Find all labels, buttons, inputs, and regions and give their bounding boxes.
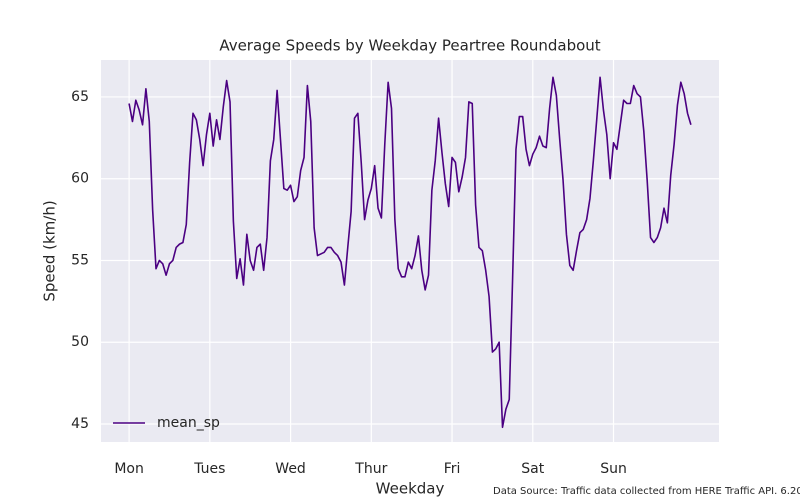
x-tick-label: Sat	[521, 461, 544, 477]
legend-label: mean_sp	[157, 415, 220, 431]
y-axis-label: Speed (km/h)	[41, 200, 59, 301]
y-tick-label: 60	[71, 171, 89, 187]
x-tick-label: Tues	[193, 461, 225, 477]
plot-area	[101, 60, 719, 442]
footnote: Data Source: Traffic data collected from…	[493, 486, 800, 497]
y-tick-label: 50	[71, 334, 89, 350]
chart-title: Average Speeds by Weekday Peartree Round…	[219, 37, 600, 55]
x-tick-label: Wed	[275, 461, 306, 477]
x-tick-label: Mon	[114, 461, 144, 477]
x-axis-label: Weekday	[376, 480, 445, 498]
data-line	[128, 76, 692, 429]
y-tick-label: 65	[71, 89, 89, 105]
y-tick-label: 55	[71, 252, 89, 268]
x-tick-label: Sun	[600, 461, 627, 477]
x-tick-label: Fri	[444, 461, 461, 477]
y-tick-label: 45	[71, 416, 89, 432]
x-tick-label: Thur	[354, 461, 387, 477]
